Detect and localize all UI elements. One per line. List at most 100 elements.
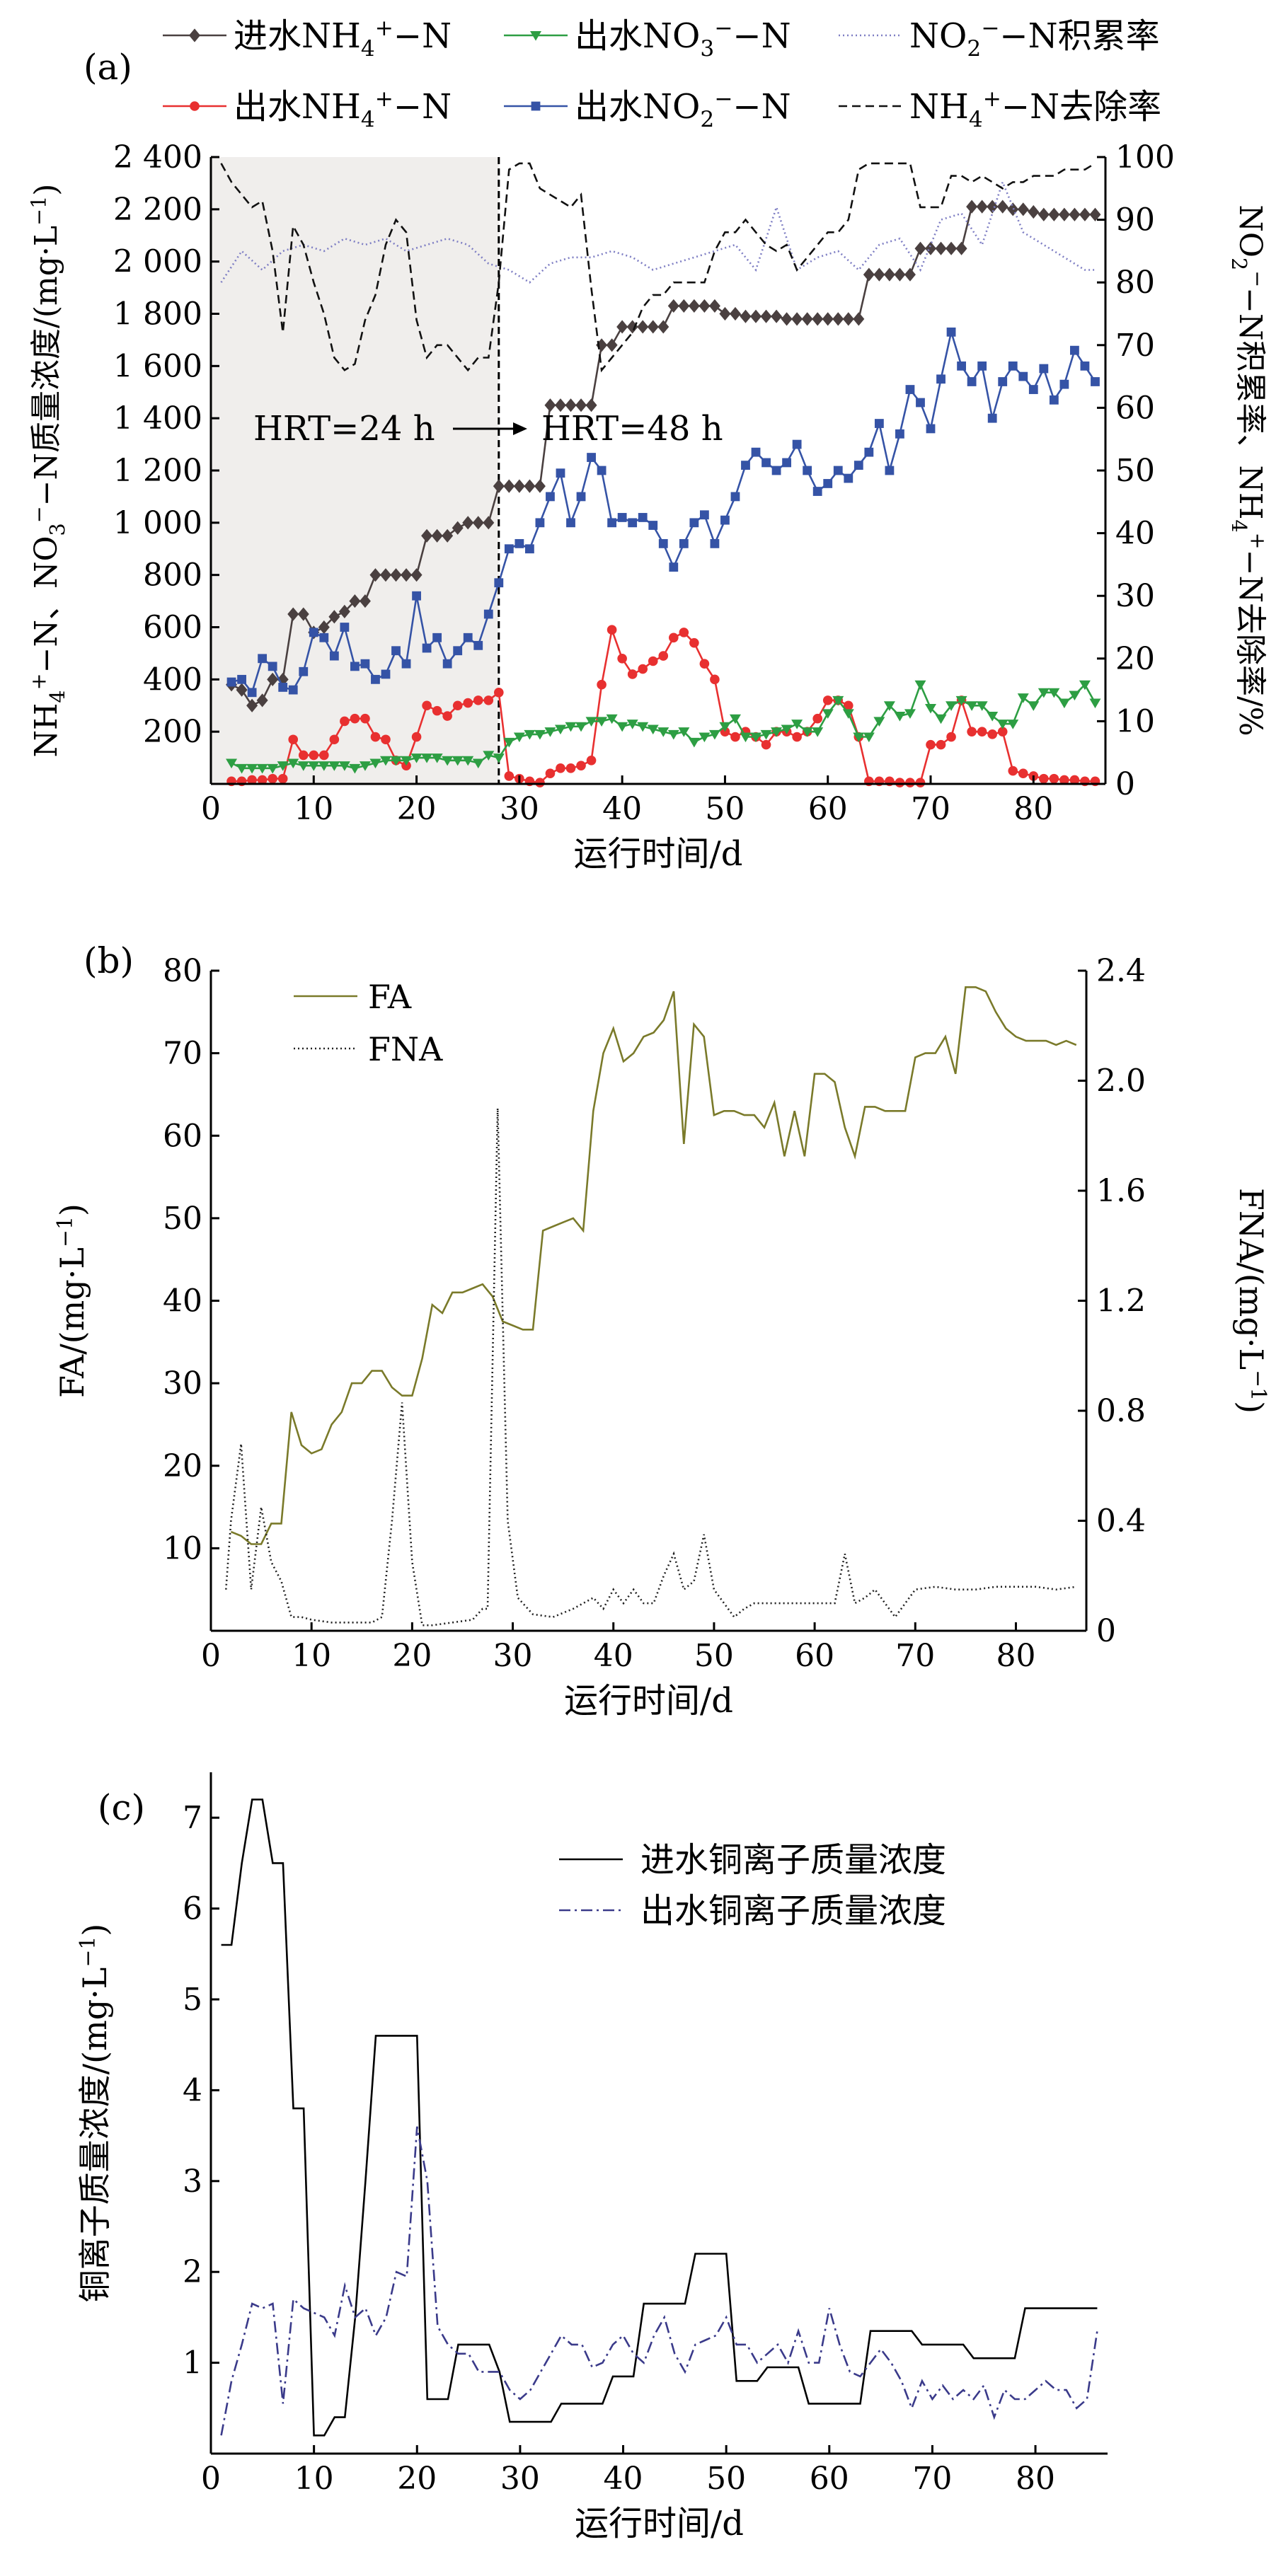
- data-point: [442, 529, 454, 543]
- data-point: [1028, 701, 1040, 711]
- data-point: [268, 773, 277, 784]
- series-line: [221, 1798, 1098, 2437]
- data-point: [565, 398, 577, 412]
- data-point: [657, 320, 669, 334]
- data-point: [494, 687, 504, 698]
- series-line: [220, 179, 1096, 284]
- x-tick-label: 60: [795, 1638, 834, 1674]
- y-left-tick-label: 40: [163, 1283, 202, 1319]
- data-point: [842, 709, 854, 719]
- data-point: [350, 662, 360, 671]
- y-left-tick-label: 1 000: [113, 505, 202, 541]
- data-point: [699, 732, 711, 743]
- data-point: [996, 720, 1008, 729]
- y-left-tick-label: 2: [183, 2254, 202, 2290]
- data-point: [256, 693, 268, 707]
- data-point: [771, 727, 783, 737]
- data-point: [554, 724, 566, 735]
- data-point: [257, 775, 268, 785]
- data-point: [966, 701, 978, 711]
- y-left-tick-label: 60: [163, 1118, 202, 1154]
- data-point: [894, 267, 906, 282]
- legend-label: NO2−​−N积累率: [909, 16, 1160, 62]
- y-axis-label-right: NO2−​−N积累率、NH4+​−N去除率/%: [1227, 204, 1270, 736]
- data-point: [667, 729, 679, 740]
- y-left-tick-label: 6: [183, 1891, 202, 1927]
- data-point: [781, 724, 793, 735]
- y-right-tick-label: 20: [1115, 641, 1155, 677]
- panel-label: (c): [98, 1787, 145, 1828]
- data-point: [504, 771, 515, 781]
- data-point: [340, 716, 350, 727]
- data-point: [904, 267, 916, 282]
- data-point: [297, 607, 309, 621]
- data-point: [596, 717, 608, 727]
- data-point: [472, 516, 484, 530]
- x-tick-label: 0: [201, 791, 221, 827]
- data-point: [369, 758, 381, 769]
- y-left-tick-label: 80: [163, 953, 202, 989]
- data-point: [883, 267, 895, 282]
- x-tick-label: 20: [392, 1638, 432, 1674]
- y-left-tick-label: 1 400: [113, 400, 202, 437]
- data-point: [267, 763, 279, 774]
- data-point: [421, 753, 433, 763]
- data-point: [288, 734, 299, 745]
- y-left-tick-label: 400: [143, 662, 202, 698]
- data-point: [431, 753, 443, 763]
- data-point: [1008, 766, 1018, 776]
- y-right-tick-label: 0.4: [1096, 1503, 1146, 1540]
- data-point: [381, 669, 391, 679]
- x-tick-label: 30: [500, 791, 539, 827]
- series-line: [220, 2126, 1098, 2436]
- data-point: [955, 695, 967, 706]
- data-point: [226, 677, 236, 687]
- data-point: [422, 643, 432, 653]
- data-point: [843, 700, 853, 711]
- data-point: [1059, 379, 1069, 389]
- x-axis-label: 运行时间/d: [574, 834, 743, 874]
- data-point: [586, 755, 597, 766]
- data-point: [689, 518, 699, 528]
- series-3: [226, 327, 1100, 698]
- data-point: [349, 763, 361, 774]
- data-point: [585, 717, 597, 727]
- data-point: [987, 729, 997, 739]
- y-left-tick-label: 5: [183, 1982, 202, 2018]
- data-point: [657, 727, 669, 737]
- data-point: [379, 568, 391, 582]
- data-point: [607, 518, 617, 528]
- data-point: [473, 640, 483, 650]
- data-point: [957, 361, 966, 371]
- data-point: [925, 241, 937, 255]
- y-left-tick-label: 1: [183, 2345, 202, 2381]
- data-point: [710, 674, 720, 685]
- data-point: [667, 299, 679, 313]
- data-point: [379, 756, 391, 766]
- y-right-tick-label: 90: [1115, 202, 1155, 238]
- data-point: [688, 737, 700, 748]
- data-point: [483, 751, 495, 761]
- data-point: [268, 662, 277, 671]
- annotation-hrt48: HRT=48 h: [541, 409, 723, 449]
- data-point: [803, 466, 812, 475]
- data-point: [945, 701, 958, 711]
- data-point: [556, 763, 565, 773]
- x-tick-label: 50: [694, 1638, 734, 1674]
- data-point: [544, 398, 556, 412]
- data-point: [452, 700, 463, 711]
- data-point: [791, 720, 803, 729]
- data-point: [967, 727, 977, 737]
- data-point: [812, 727, 824, 737]
- data-point: [976, 200, 988, 214]
- data-point: [267, 672, 279, 686]
- data-point: [771, 309, 783, 323]
- x-tick-label: 70: [895, 1638, 935, 1674]
- data-point: [299, 666, 309, 676]
- data-point: [1017, 202, 1029, 216]
- data-point: [421, 529, 433, 543]
- data-point: [668, 633, 679, 643]
- legend-b: FA FNA: [294, 978, 443, 1068]
- data-point: [740, 309, 752, 323]
